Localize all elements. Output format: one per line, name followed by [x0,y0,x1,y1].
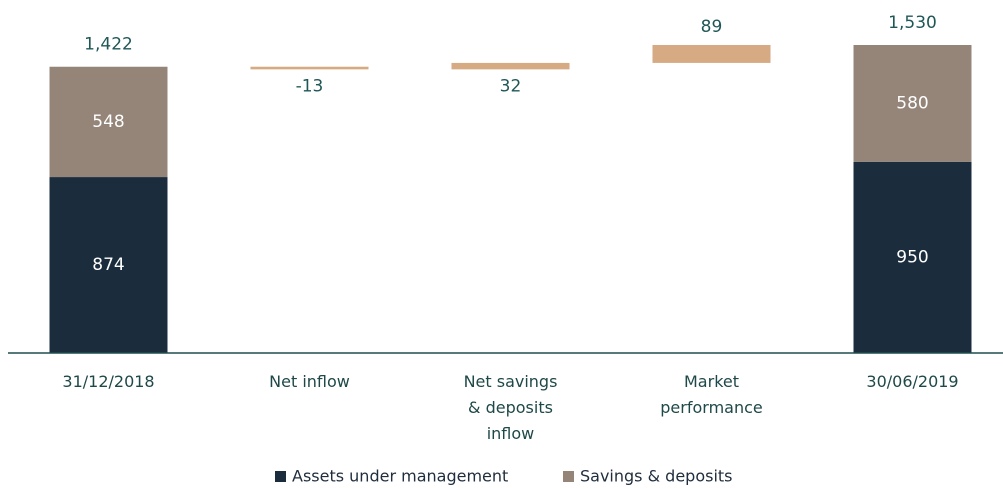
x-tick-label: Net inflow [269,372,350,391]
bar-segment [49,66,168,178]
legend-swatch [275,471,286,482]
data-label: -13 [296,76,324,96]
change-bar [250,66,369,70]
total-label: 1,422 [84,35,133,55]
change-bar [652,45,771,63]
x-tick-label: 31/12/2018 [62,372,154,391]
data-label: 32 [500,76,522,96]
x-tick-label: Net savings & deposits inflow [464,372,558,443]
bar-segment [49,177,168,353]
x-tick-label: 30/06/2019 [866,372,958,391]
legend-swatch [563,471,574,482]
legend-label: Assets under management [292,467,508,486]
legend-label: Savings & deposits [580,467,733,486]
change-bar [451,62,570,70]
data-label: 548 [92,112,124,132]
data-label: 580 [896,93,928,113]
bar-segment [853,161,972,353]
data-label: 950 [896,247,928,267]
data-label: 89 [701,17,723,37]
total-label: 1,530 [888,13,937,33]
data-label: 874 [92,255,124,275]
x-tick-label: Market performance [660,372,762,417]
bar-segment [853,45,972,162]
